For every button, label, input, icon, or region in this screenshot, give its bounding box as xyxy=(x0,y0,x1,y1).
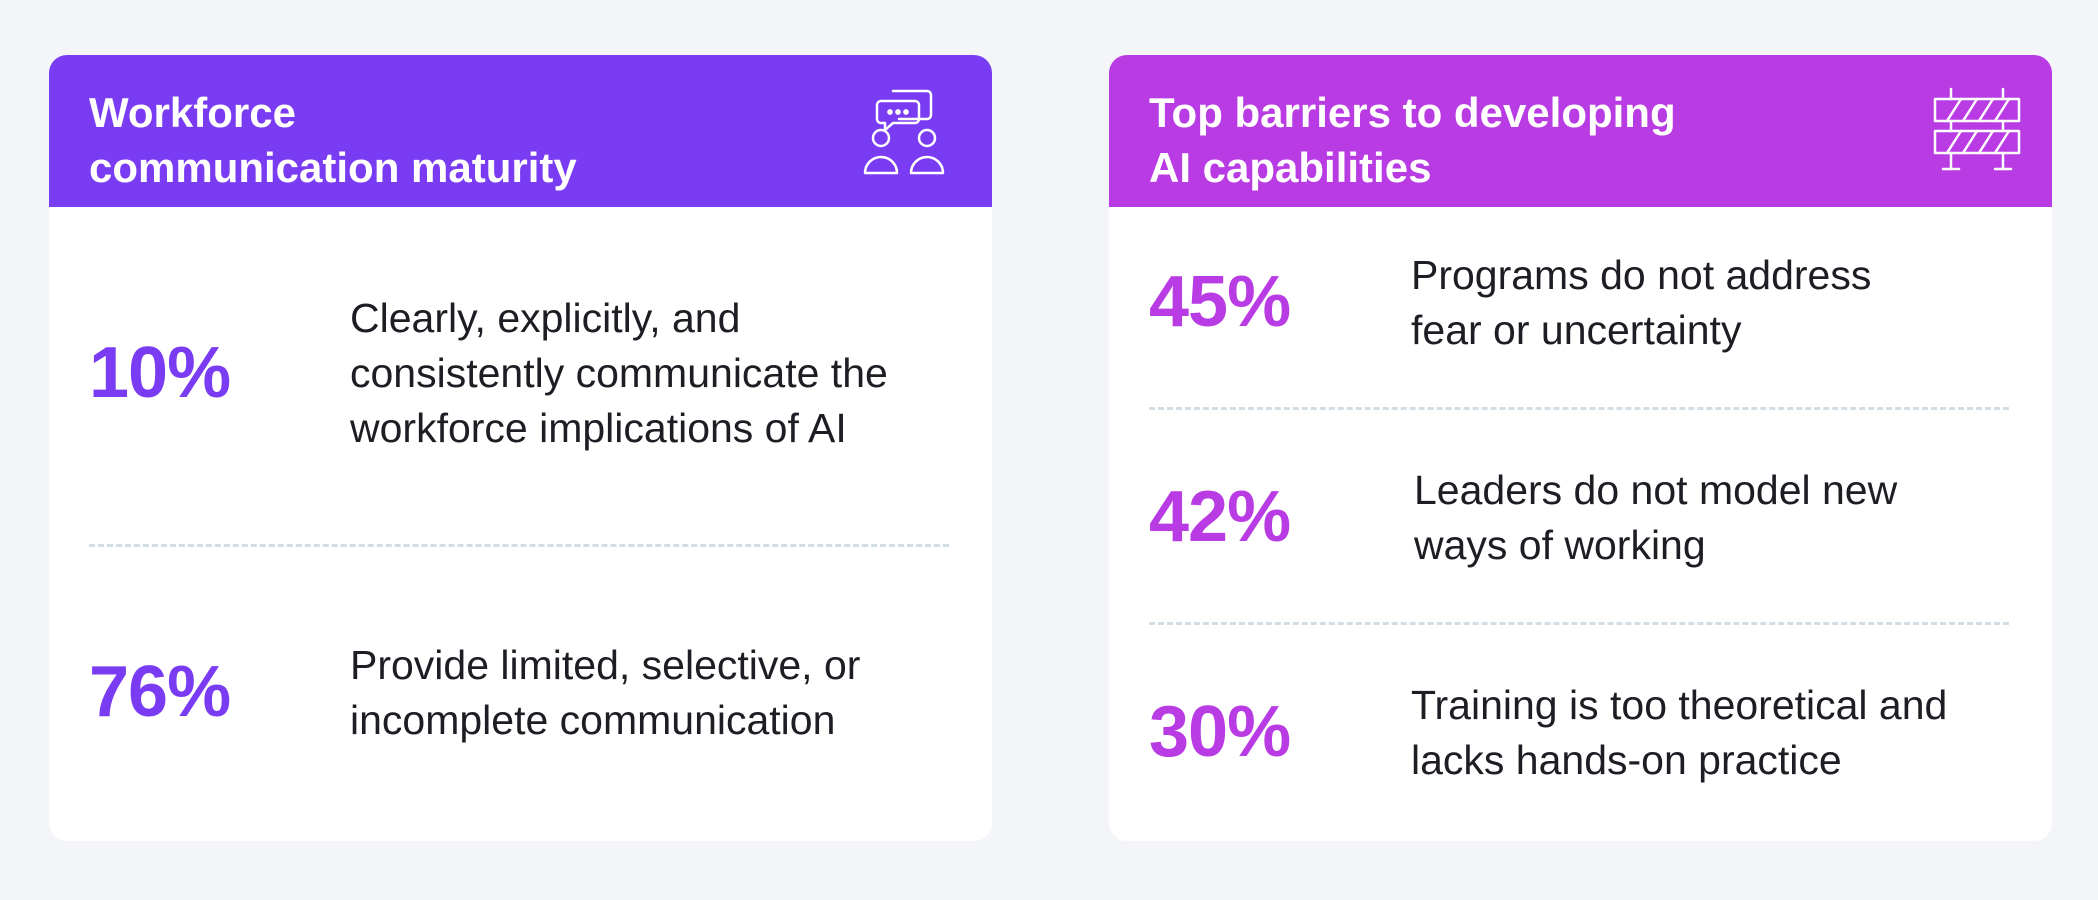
stat-description: Leaders do not model new ways of working xyxy=(1414,467,1898,568)
stat-percent: 10% xyxy=(89,333,231,413)
stat-percent: 76% xyxy=(89,652,231,732)
chat-people-icon xyxy=(863,89,945,175)
stat-percent: 30% xyxy=(1149,692,1291,772)
workforce-communication-card: Workforce communication maturity 10% Cle… xyxy=(49,55,992,841)
stat-description: Clearly, explicitly, and consistently co… xyxy=(350,295,888,451)
card-title: Top barriers to developing AI capabiliti… xyxy=(1149,89,1676,191)
divider xyxy=(1149,407,2009,410)
ai-barriers-card: Top barriers to developing AI capabiliti… xyxy=(1109,55,2052,841)
stat-description: Programs do not address fear or uncertai… xyxy=(1411,252,1872,353)
stat-percent: 45% xyxy=(1149,262,1291,342)
stat-description: Training is too theoretical and lacks ha… xyxy=(1411,682,1948,783)
card-header: Workforce communication maturity xyxy=(49,55,992,207)
roadblock-barrier-icon xyxy=(1933,87,2021,171)
divider xyxy=(89,544,949,547)
stat-description: Provide limited, selective, or incomplet… xyxy=(350,642,861,743)
divider xyxy=(1149,622,2009,625)
card-header: Top barriers to developing AI capabiliti… xyxy=(1109,55,2052,207)
card-title: Workforce communication maturity xyxy=(89,89,577,191)
stat-percent: 42% xyxy=(1149,477,1291,557)
